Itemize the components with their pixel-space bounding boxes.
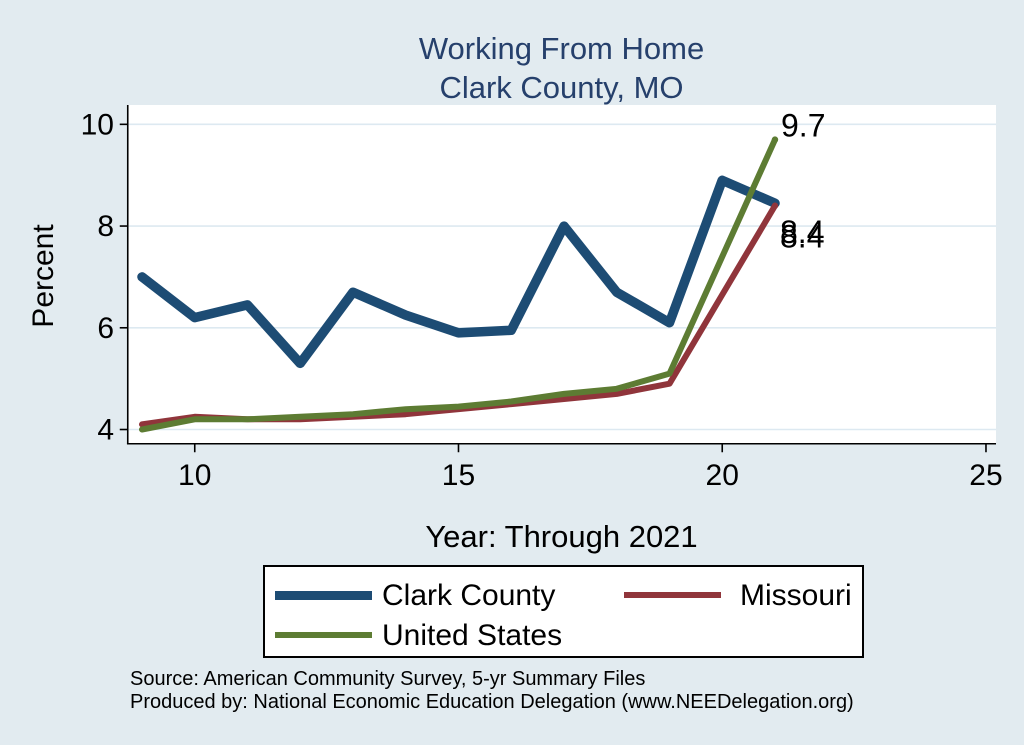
series-end-labels: 9.7 8.4 8.4	[780, 108, 825, 255]
chart-title-line1: Working From Home	[418, 31, 705, 66]
y-tick-label-6: 6	[97, 312, 114, 345]
axis-ticks	[119, 123, 987, 453]
y-tick-labels: 10 8 6 4	[81, 108, 114, 446]
legend-label-united-states: United States	[382, 619, 563, 652]
x-tick-label-15: 15	[442, 459, 475, 492]
chart-title-line2: Clark County, MO	[439, 70, 684, 105]
legend-swatch-clark-county	[275, 591, 372, 600]
chart-title: Working From Home Clark County, MO	[127, 29, 996, 107]
y-tick-label-10: 10	[81, 108, 114, 141]
y-tick-label-8: 8	[97, 210, 114, 243]
source-line-2: Produced by: National Economic Education…	[130, 691, 854, 713]
end-label-missouri: 8.4	[780, 219, 824, 255]
legend-label-missouri: Missouri	[740, 579, 852, 612]
source-note: Source: American Community Survey, 5-yr …	[130, 668, 854, 714]
series-line-united-states	[139, 136, 778, 433]
series-end-dot-united-states	[771, 136, 779, 143]
x-tick-labels: 10 15 20 25	[178, 459, 1003, 492]
y-tick-label-4: 4	[97, 414, 114, 447]
series-end-dot-missouri	[771, 202, 779, 209]
legend: Clark County Missouri United States	[263, 565, 864, 658]
end-label-clark-county: 8.4	[780, 214, 824, 250]
axes	[126, 105, 996, 445]
end-label-united-states: 9.7	[781, 108, 825, 144]
x-axis-label: Year: Through 2021	[425, 519, 698, 554]
x-tick-label-25: 25	[969, 459, 1002, 492]
x-tick-label-20: 20	[706, 459, 739, 492]
x-tick-label-10: 10	[178, 459, 211, 492]
legend-swatch-united-states	[275, 632, 372, 638]
legend-label-clark-county: Clark County	[382, 579, 556, 612]
legend-swatch-missouri	[624, 592, 721, 598]
source-line-1: Source: American Community Survey, 5-yr …	[130, 668, 646, 690]
series-line-clark-county	[137, 175, 780, 369]
series-lines	[137, 136, 780, 433]
plot-area	[127, 105, 996, 444]
